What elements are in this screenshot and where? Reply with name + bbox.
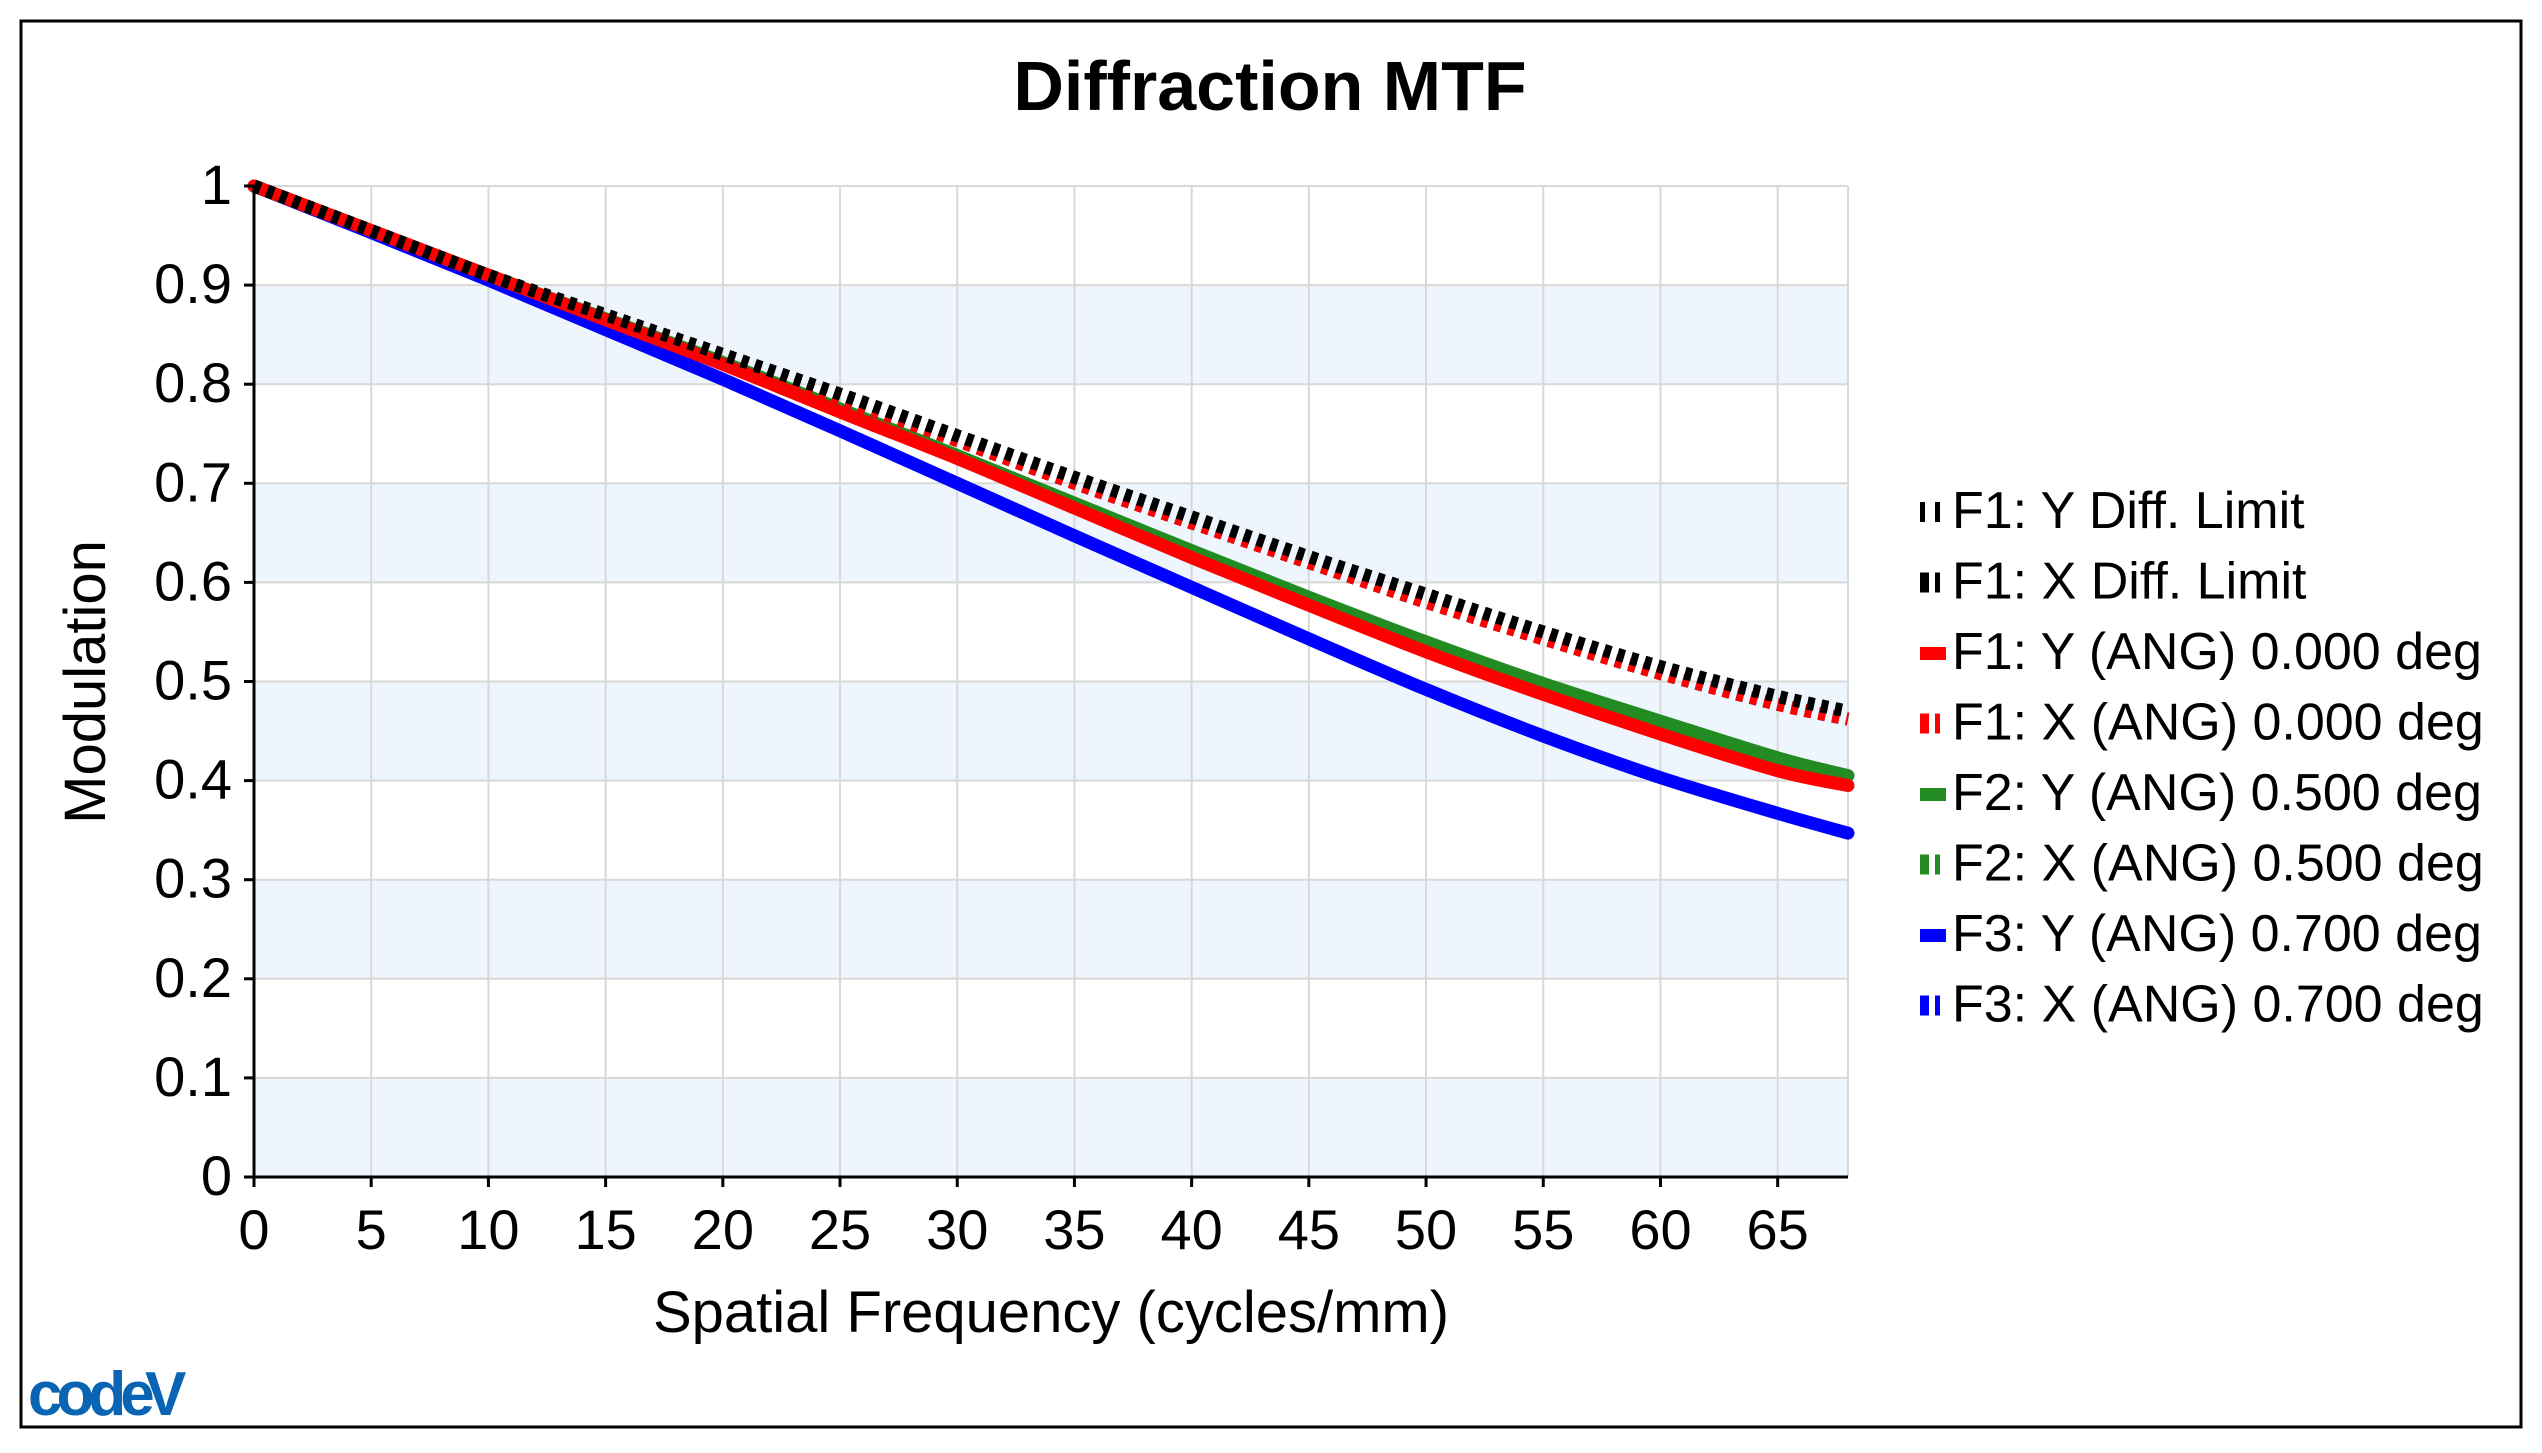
legend-item: F1: Y Diff. Limit bbox=[1920, 482, 2305, 540]
legend: F1: Y Diff. Limit F1: X Diff. Limit F1: Y … bbox=[1920, 482, 2484, 1034]
y-axis-label: Modulation bbox=[53, 540, 118, 824]
x-tick-label: 25 bbox=[809, 1198, 871, 1261]
legend-swatch bbox=[1935, 995, 1940, 1016]
legend-swatch bbox=[1935, 572, 1940, 593]
y-tick-label: 0.4 bbox=[154, 748, 232, 811]
legend-item: F3: Y (ANG) 0.700 deg bbox=[1920, 905, 2482, 963]
grid-band bbox=[254, 285, 1848, 385]
legend-item: F1: X (ANG) 0.000 deg bbox=[1920, 694, 2484, 752]
legend-item: F2: Y (ANG) 0.500 deg bbox=[1920, 764, 2482, 822]
x-tick-label: 10 bbox=[457, 1198, 519, 1261]
legend-swatch bbox=[1920, 854, 1929, 875]
y-tick-label: 0.5 bbox=[154, 649, 232, 712]
svg-text:code: code bbox=[28, 1360, 153, 1429]
y-tick-label: 0.9 bbox=[154, 252, 232, 315]
chart-title: Diffraction MTF bbox=[1013, 47, 1526, 125]
legend-swatch bbox=[1920, 572, 1929, 593]
legend-swatch bbox=[1920, 647, 1946, 660]
legend-swatch bbox=[1935, 502, 1940, 522]
legend-label: F2: Y (ANG) 0.500 deg bbox=[1952, 764, 2482, 822]
legend-swatch bbox=[1920, 788, 1946, 801]
x-axis-label: Spatial Frequency (cycles/mm) bbox=[653, 1280, 1449, 1345]
grid-band bbox=[254, 879, 1848, 979]
legend-label: F3: Y (ANG) 0.700 deg bbox=[1952, 905, 2482, 963]
legend-item: F1: X Diff. Limit bbox=[1920, 553, 2307, 611]
y-tick-label: 0 bbox=[201, 1144, 232, 1207]
y-tick-label: 0.7 bbox=[154, 450, 232, 513]
x-tick-label: 15 bbox=[574, 1198, 636, 1261]
x-tick-label: 65 bbox=[1747, 1198, 1809, 1261]
legend-label: F1: Y Diff. Limit bbox=[1952, 482, 2305, 540]
y-tick-label: 0.3 bbox=[154, 847, 232, 910]
x-tick-label: 5 bbox=[356, 1198, 387, 1261]
x-tick-label: 20 bbox=[692, 1198, 754, 1261]
legend-label: F1: Y (ANG) 0.000 deg bbox=[1952, 623, 2482, 681]
x-tick-label: 50 bbox=[1395, 1198, 1457, 1261]
legend-label: F1: X (ANG) 0.000 deg bbox=[1952, 694, 2484, 752]
legend-label: F1: X Diff. Limit bbox=[1952, 553, 2307, 611]
x-tick-label: 35 bbox=[1043, 1198, 1105, 1261]
svg-text:V: V bbox=[145, 1360, 186, 1429]
legend-swatch bbox=[1920, 995, 1929, 1016]
x-tick-label: 45 bbox=[1278, 1198, 1340, 1261]
legend-swatch bbox=[1935, 713, 1940, 734]
x-tick-label: 30 bbox=[926, 1198, 988, 1261]
y-tick-label: 0.1 bbox=[154, 1045, 232, 1108]
x-tick-label: 60 bbox=[1629, 1198, 1691, 1261]
legend-swatch bbox=[1920, 713, 1929, 734]
legend-item: F3: X (ANG) 0.700 deg bbox=[1920, 976, 2484, 1034]
x-tick-label: 55 bbox=[1512, 1198, 1574, 1261]
y-tick-label: 1 bbox=[201, 153, 232, 216]
series-line-1 bbox=[251, 179, 1850, 718]
legend-item: F1: Y (ANG) 0.000 deg bbox=[1920, 623, 2482, 681]
legend-swatch bbox=[1920, 502, 1925, 522]
legend-item: F2: X (ANG) 0.500 deg bbox=[1920, 835, 2484, 893]
legend-label: F2: X (ANG) 0.500 deg bbox=[1952, 835, 2484, 893]
legend-swatch bbox=[1935, 854, 1940, 875]
legend-swatch bbox=[1920, 929, 1946, 942]
x-tick-label: 0 bbox=[238, 1198, 269, 1261]
grid-band bbox=[254, 1077, 1848, 1177]
x-tick-label: 40 bbox=[1160, 1198, 1222, 1261]
legend-label: F3: X (ANG) 0.700 deg bbox=[1952, 976, 2484, 1034]
y-tick-label: 0.8 bbox=[154, 351, 232, 414]
y-tick-label: 0.2 bbox=[154, 946, 232, 1009]
codev-logo: code V bbox=[28, 1360, 186, 1429]
y-tick-label: 0.6 bbox=[154, 549, 232, 612]
